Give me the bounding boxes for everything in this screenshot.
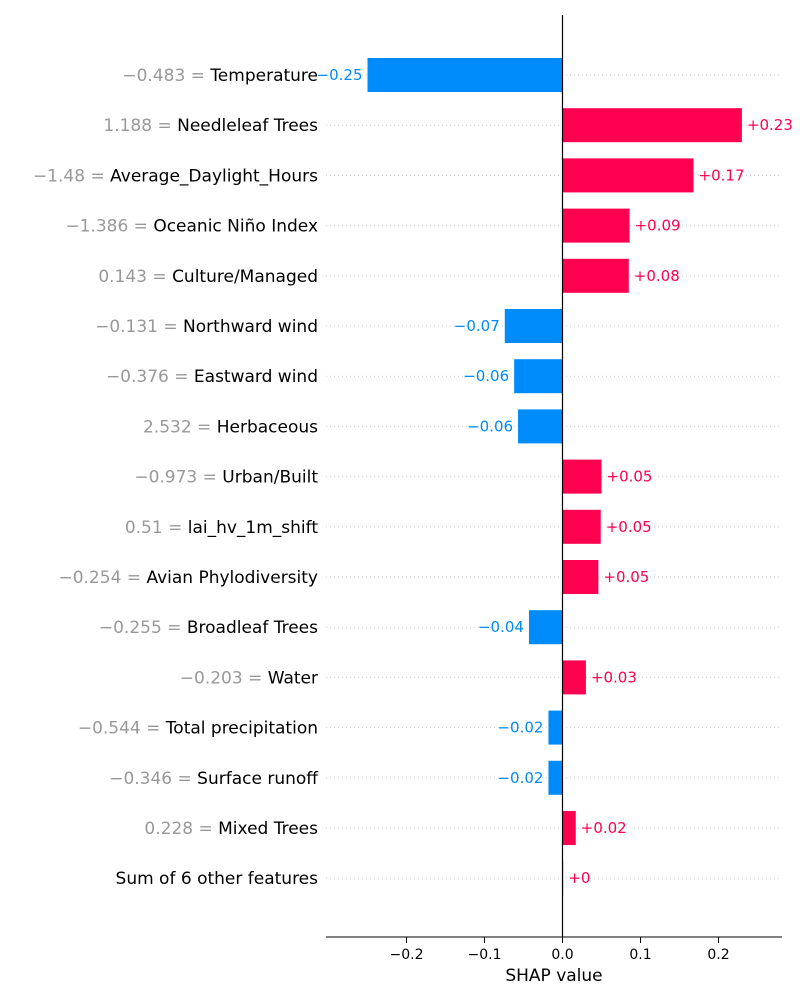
x-tick-label: 0.1: [629, 947, 651, 963]
feature-name: lai_hv_1m_shift: [188, 518, 319, 538]
feature-name: Needleleaf Trees: [177, 116, 318, 136]
value-label: −0.02: [497, 719, 543, 737]
feature-label: 1.188 = Needleleaf Trees: [103, 116, 318, 136]
value-label: −0.06: [467, 417, 513, 435]
value-label: +0.09: [635, 217, 681, 235]
value-label: −0.04: [478, 618, 524, 636]
bar: [562, 509, 601, 544]
feature-value: −1.48 =: [33, 166, 110, 186]
x-axis-title: SHAP value: [505, 966, 602, 986]
value-labels: −0.25 +0.23 +0.17 +0.09 +0.08 −0.07 −0.06 −0.06…: [317, 66, 793, 887]
bar: [367, 58, 563, 92]
bars: [367, 58, 742, 896]
bar: [562, 158, 694, 193]
feature-label: −0.203 = Water: [180, 668, 318, 688]
feature-label: 2.532 = Herbaceous: [143, 417, 318, 437]
feature-label: −0.973 = Urban/Built: [134, 468, 318, 488]
feature-label: −0.346 = Surface runoff: [109, 769, 319, 789]
feature-labels: −0.483 = Temperature 1.188 = Needleleaf T…: [33, 66, 319, 889]
feature-label: 0.143 = Culture/Managed: [98, 267, 318, 287]
bar: [528, 610, 563, 645]
bar: [518, 409, 563, 444]
x-tick-label: 0.2: [707, 947, 729, 963]
feature-value: −1.386 =: [65, 217, 153, 237]
x-axis: −0.2 −0.1 0.0 0.1 0.2: [326, 936, 782, 963]
feature-value: −0.203 =: [180, 668, 268, 688]
value-label: −0.07: [454, 317, 500, 335]
feature-label: Sum of 6 other features: [116, 869, 319, 889]
value-label: +0.08: [634, 267, 680, 285]
bar: [562, 258, 629, 293]
feature-name: Water: [268, 668, 318, 688]
feature-label: −0.131 = Northward wind: [95, 317, 318, 337]
feature-value: 0.143 =: [98, 267, 172, 287]
value-label: +0.05: [603, 568, 649, 586]
x-tick-label: 0.0: [551, 947, 573, 963]
feature-name: Average_Daylight_Hours: [110, 166, 318, 186]
value-label: +0: [568, 869, 590, 887]
value-label: +0.02: [581, 819, 627, 837]
value-label: +0.05: [606, 518, 652, 536]
feature-value: −0.255 =: [99, 618, 187, 638]
feature-name: Herbaceous: [217, 417, 318, 437]
feature-name: Surface runoff: [197, 769, 319, 789]
feature-value: −0.254 =: [58, 568, 146, 588]
feature-name: Urban/Built: [222, 468, 318, 488]
value-label: −0.06: [463, 367, 509, 385]
feature-value: 0.228 =: [144, 819, 218, 839]
bar: [562, 660, 586, 695]
feature-value: −0.131 =: [95, 317, 183, 337]
value-label: +0.23: [747, 116, 793, 134]
value-label: +0.05: [607, 468, 653, 486]
feature-label: 0.51 = lai_hv_1m_shift: [125, 518, 319, 538]
feature-value: 0.51 =: [125, 518, 188, 538]
feature-name: Broadleaf Trees: [187, 618, 318, 638]
feature-value: −0.973 =: [134, 468, 222, 488]
bar: [562, 560, 599, 594]
bar: [504, 309, 563, 343]
x-tick-label: −0.1: [468, 947, 502, 963]
value-label: −0.02: [497, 769, 543, 787]
feature-label: −1.386 = Oceanic Niño Index: [65, 217, 318, 237]
feature-name: Culture/Managed: [172, 267, 318, 287]
feature-value: 1.188 =: [103, 116, 177, 136]
feature-name: Eastward wind: [194, 367, 318, 387]
feature-name: Total precipitation: [165, 719, 318, 739]
bar: [548, 760, 563, 795]
feature-value: 2.532 =: [143, 417, 217, 437]
bar: [562, 208, 630, 243]
feature-name: Mixed Trees: [218, 819, 318, 839]
feature-name: Avian Phylodiversity: [146, 568, 318, 588]
feature-name: Northward wind: [183, 317, 318, 337]
feature-name: Sum of 6 other features: [116, 869, 319, 889]
feature-label: −0.255 = Broadleaf Trees: [99, 618, 318, 638]
grid-lines: [326, 74, 782, 879]
bar: [548, 710, 563, 745]
bar: [514, 359, 563, 394]
bar: [562, 459, 602, 494]
feature-label: −0.544 = Total precipitation: [78, 719, 318, 739]
feature-label: 0.228 = Mixed Trees: [144, 819, 318, 839]
feature-value: −0.544 =: [78, 719, 166, 739]
feature-value: −0.376 =: [106, 367, 194, 387]
feature-label: −0.254 = Avian Phylodiversity: [58, 568, 318, 588]
bar: [562, 108, 742, 143]
x-tick-label: −0.2: [390, 947, 424, 963]
feature-value: −0.346 =: [109, 769, 197, 789]
feature-name: Oceanic Niño Index: [153, 217, 318, 237]
feature-name: Temperature: [209, 66, 318, 86]
value-label: −0.25: [317, 66, 363, 84]
feature-label: −0.483 = Temperature: [122, 66, 318, 86]
feature-value: −0.483 =: [122, 66, 210, 86]
value-label: +0.17: [699, 166, 745, 184]
feature-label: −1.48 = Average_Daylight_Hours: [33, 166, 318, 186]
bar: [562, 811, 576, 845]
feature-label: −0.376 = Eastward wind: [106, 367, 318, 387]
value-label: +0.03: [591, 668, 637, 686]
